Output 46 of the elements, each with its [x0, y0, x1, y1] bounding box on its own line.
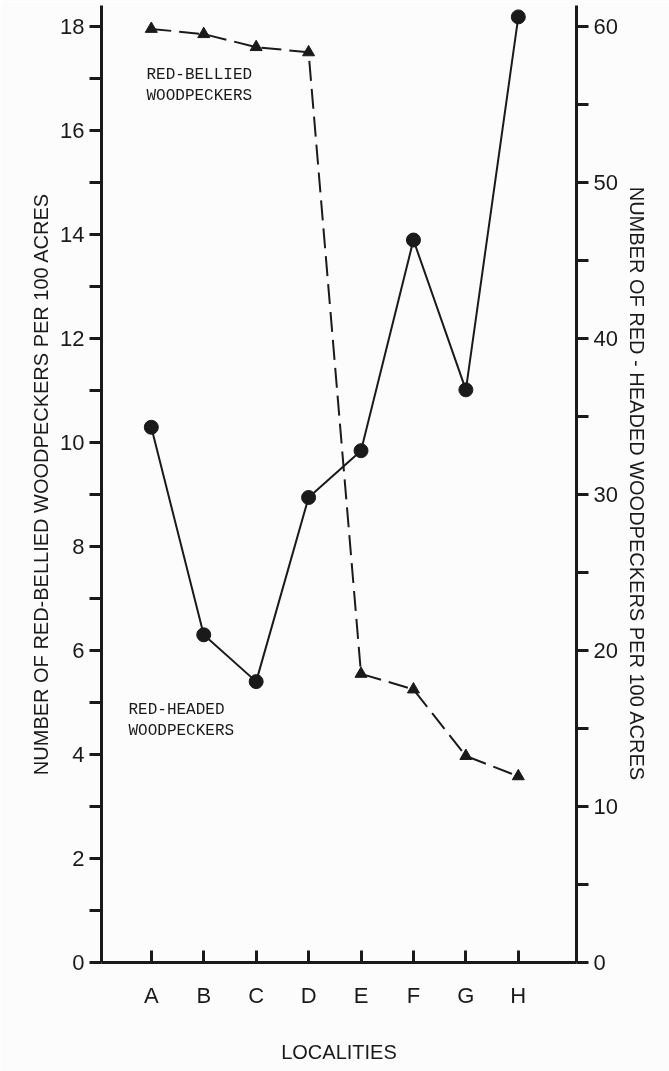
point: [196, 627, 212, 643]
point: [405, 232, 421, 248]
y-tick-label: 14: [60, 221, 85, 247]
point: [301, 490, 317, 505]
y2-tick-label: 20: [593, 637, 618, 663]
point: [354, 666, 368, 678]
y2-tick-label: 0: [593, 950, 606, 975]
y2-axis-title: NUMBER OF RED - HEADED WOODPECKERS PER 100 ACRES: [625, 186, 648, 781]
point: [144, 21, 158, 33]
y2-tick-label: 10: [593, 793, 618, 819]
y-tick-label: 10: [60, 429, 85, 455]
y2-tick-label: 30: [593, 481, 618, 507]
x-tick-label: G: [457, 982, 475, 1008]
point: [458, 382, 474, 398]
point: [248, 674, 264, 690]
y-tick-label: 4: [72, 741, 85, 767]
x-tick-label: B: [196, 982, 212, 1008]
y-tick-label: 0: [72, 950, 85, 975]
y2-tick-label: 50: [593, 169, 618, 195]
point: [302, 44, 316, 57]
point: [459, 748, 473, 760]
y2-tick-label: 60: [593, 13, 618, 39]
x-tick-label: A: [143, 982, 159, 1008]
y-tick-label: 8: [72, 533, 85, 559]
point: [511, 768, 525, 781]
x-tick-label: F: [406, 982, 421, 1008]
y2-tick-label: 40: [593, 325, 618, 351]
y-tick-label: 2: [72, 845, 85, 871]
y-tick-label: 18: [60, 13, 85, 39]
series-label: RED-BELLIED WOODPECKERS: [146, 65, 253, 106]
point: [197, 26, 211, 39]
y-tick-label: 12: [60, 325, 85, 351]
y-axis-title: NUMBER OF RED-BELLIED WOODPECKERS PER 100 ACRES: [30, 193, 53, 776]
point: [406, 682, 420, 694]
point: [353, 443, 369, 459]
x-tick-label: E: [353, 982, 369, 1008]
series-label: RED-HEADED WOODPECKERS: [128, 700, 235, 741]
y-tick-label: 6: [72, 637, 85, 663]
x-tick-label: D: [300, 982, 317, 1008]
x-tick-label: H: [510, 982, 527, 1008]
x-axis-title: LOCALITIES: [281, 1040, 397, 1063]
x-tick-label: C: [248, 982, 265, 1008]
y-tick-label: 16: [60, 117, 85, 143]
point: [249, 39, 263, 52]
point: [143, 419, 159, 435]
point: [510, 9, 526, 25]
